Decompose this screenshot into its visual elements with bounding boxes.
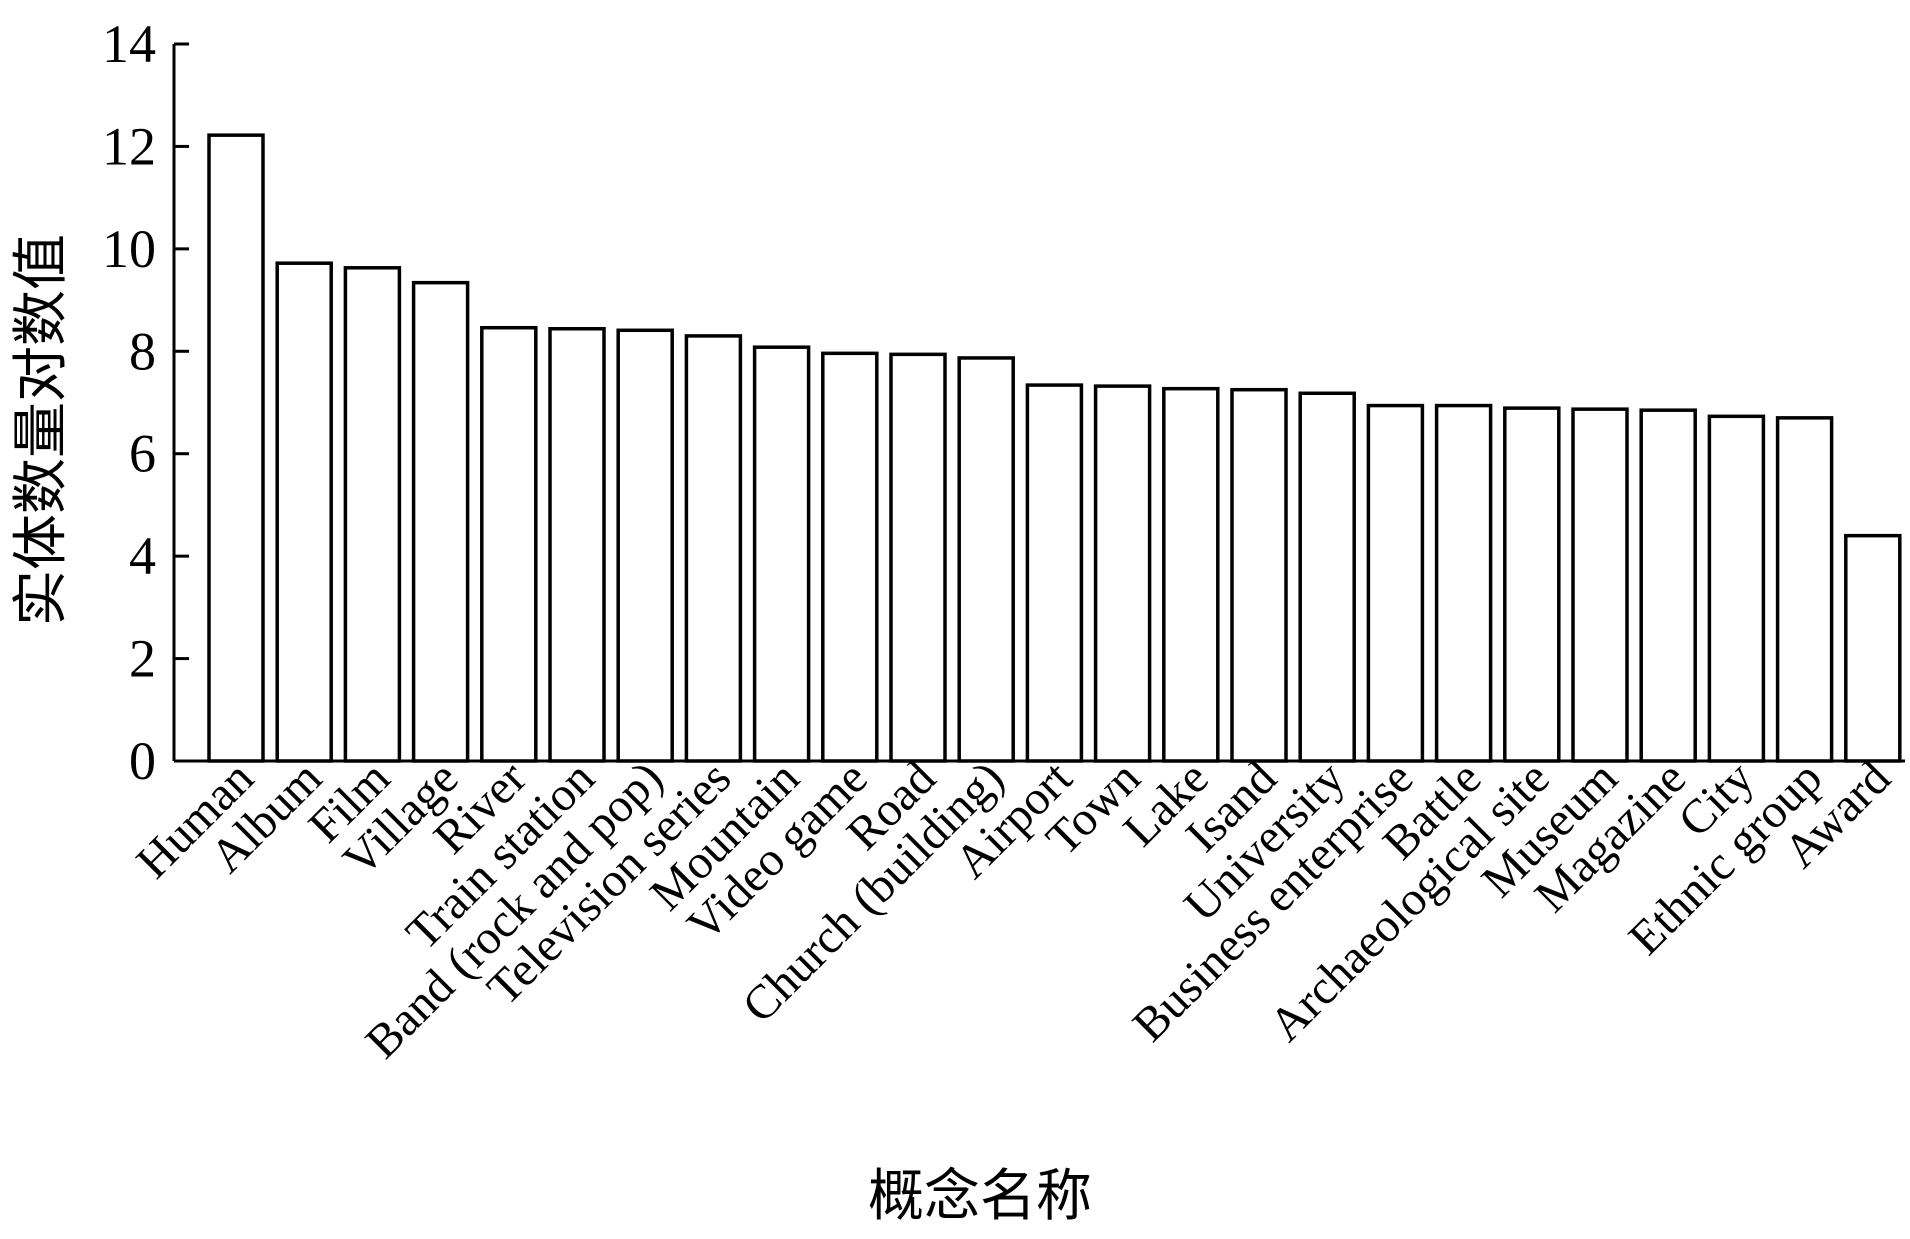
- y-tick-label: 2: [129, 629, 156, 689]
- bar: [1707, 414, 1766, 763]
- bar: [1162, 386, 1220, 763]
- y-tick-label: 6: [129, 424, 156, 484]
- bar: [616, 328, 674, 763]
- bar: [1366, 403, 1425, 763]
- bar: [1503, 406, 1561, 763]
- bar: [480, 325, 538, 763]
- bar: [821, 351, 879, 763]
- bar: [1639, 408, 1697, 763]
- bar: [1025, 383, 1084, 763]
- y-tick-label: 14: [102, 14, 156, 74]
- y-tick-label: 12: [102, 116, 156, 176]
- bar: [957, 356, 1015, 763]
- bar: [752, 345, 811, 763]
- bar: [1093, 384, 1152, 763]
- bar: [1571, 407, 1629, 763]
- bar: [1775, 416, 1834, 763]
- x-axis-title: 概念名称: [868, 1166, 1092, 1228]
- y-axis-title: 实体数量对数值: [11, 234, 73, 626]
- y-tick-label: 4: [129, 526, 156, 586]
- bar: [684, 334, 743, 763]
- bar: [343, 266, 402, 763]
- bar: [1844, 533, 1902, 763]
- bar: [207, 133, 265, 763]
- y-tick-label: 10: [102, 219, 156, 279]
- bar: [548, 327, 606, 763]
- bar: [1434, 403, 1493, 763]
- bar: [275, 261, 333, 763]
- bar: [411, 280, 470, 763]
- bar: [889, 352, 947, 763]
- y-tick-label: 0: [129, 731, 156, 791]
- bar: [1298, 391, 1356, 763]
- bar: [1230, 387, 1288, 763]
- y-tick-label: 8: [129, 321, 156, 381]
